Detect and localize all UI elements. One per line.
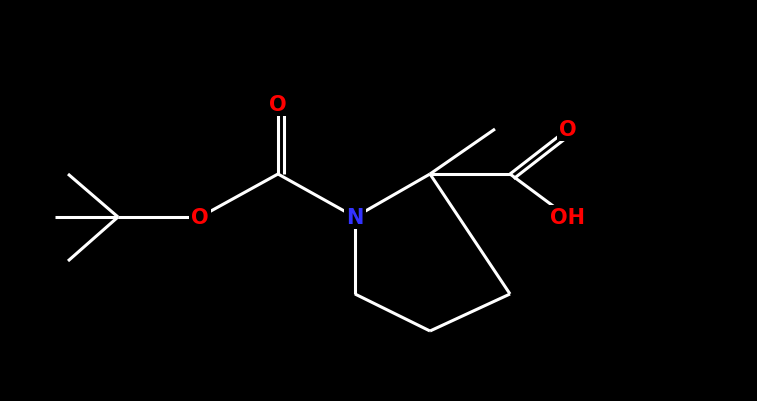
Text: O: O: [269, 95, 287, 115]
Text: O: O: [192, 207, 209, 227]
Text: OH: OH: [550, 207, 585, 227]
Text: N: N: [346, 207, 363, 227]
Text: O: O: [559, 120, 577, 140]
